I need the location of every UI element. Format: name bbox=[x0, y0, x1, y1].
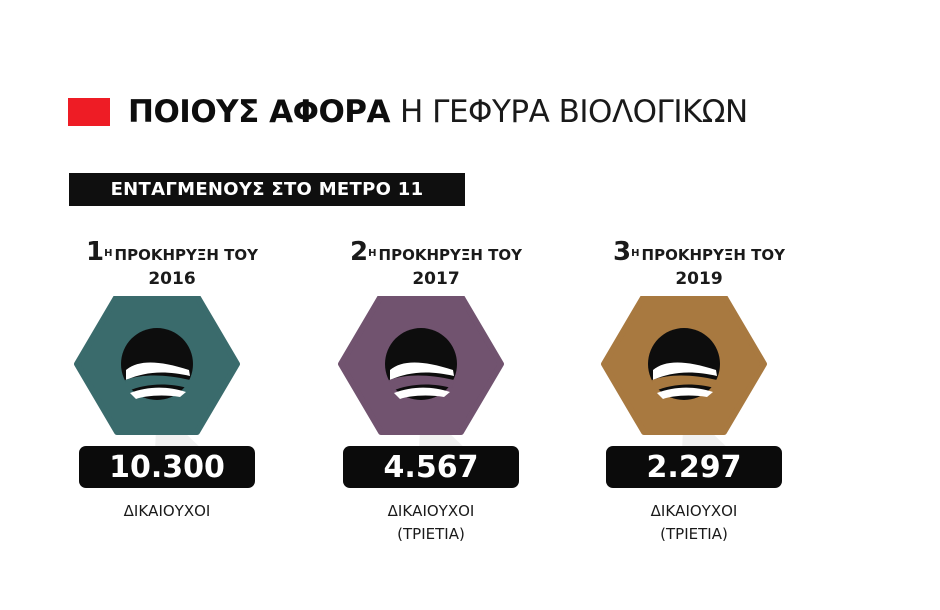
call-heading: 3Η ΠΡΟΚΗΡΥΞΗ ΤΟΥ 2019 bbox=[569, 237, 829, 291]
header: ΠΟΙΟΥΣ ΑΦΟΡΑ Η ΓΕΦΥΡΑ ΒΙΟΛΟΓΙΚΩΝ bbox=[68, 92, 748, 132]
value-box: 2.297 bbox=[606, 446, 782, 488]
caption-line-1: ΔΙΚΑΙΟΥΧΟΙ bbox=[387, 502, 475, 520]
call-label: ΠΡΟΚΗΡΥΞΗ ΤΟΥ bbox=[641, 246, 785, 264]
subtitle-bar: ΕΝΤΑΓΜΕΝΟΥΣ ΣΤΟ ΜΕΤΡΟ 11 bbox=[69, 173, 465, 206]
caption-line-2: (ΤΡΙΕΤΙΑ) bbox=[660, 525, 728, 543]
caption: ΔΙΚΑΙΟΥΧΟΙ (ΤΡΙΕΤΙΑ) bbox=[343, 500, 519, 546]
call-heading: 2Η ΠΡΟΚΗΡΥΞΗ ΤΟΥ 2017 bbox=[306, 237, 566, 291]
hexagon-badge bbox=[74, 296, 240, 466]
call-number: 3 bbox=[613, 237, 632, 267]
call-column-3: 3Η ΠΡΟΚΗΡΥΞΗ ΤΟΥ 2019 2.297 ΔΙΚΑΙΟΥΧΟΙ (Τ… bbox=[569, 237, 829, 543]
call-number: 2 bbox=[350, 237, 369, 267]
call-ordinal: Η bbox=[631, 248, 640, 259]
title-bold: ΠΟΙΟΥΣ ΑΦΟΡΑ bbox=[128, 94, 391, 130]
red-accent-block bbox=[68, 98, 110, 126]
call-ordinal: Η bbox=[104, 248, 113, 259]
call-heading: 1Η ΠΡΟΚΗΡΥΞΗ ΤΟΥ 2016 bbox=[42, 237, 302, 291]
organic-field-icon bbox=[385, 328, 457, 400]
value-box: 10.300 bbox=[79, 446, 255, 488]
beneficiaries-value: 10.300 bbox=[109, 449, 225, 485]
call-label: ΠΡΟΚΗΡΥΞΗ ΤΟΥ bbox=[378, 246, 522, 264]
beneficiaries-value: 4.567 bbox=[383, 449, 479, 485]
call-column-1: 1Η ΠΡΟΚΗΡΥΞΗ ΤΟΥ 2016 10.300 ΔΙΚΑΙΟΥΧΟΙ bbox=[42, 237, 302, 520]
title-light: Η ΓΕΦΥΡΑ ΒΙΟΛΟΓΙΚΩΝ bbox=[400, 94, 748, 130]
caption-line-1: ΔΙΚΑΙΟΥΧΟΙ bbox=[123, 502, 211, 520]
beneficiaries-value: 2.297 bbox=[646, 449, 742, 485]
value-box: 4.567 bbox=[343, 446, 519, 488]
caption-line-1: ΔΙΚΑΙΟΥΧΟΙ bbox=[650, 502, 738, 520]
caption: ΔΙΚΑΙΟΥΧΟΙ (ΤΡΙΕΤΙΑ) bbox=[606, 500, 782, 546]
hexagon-badge bbox=[601, 296, 767, 466]
call-year: 2017 bbox=[412, 269, 460, 289]
hexagon-badge bbox=[338, 296, 504, 466]
call-label: ΠΡΟΚΗΡΥΞΗ ΤΟΥ bbox=[114, 246, 258, 264]
call-column-2: 2Η ΠΡΟΚΗΡΥΞΗ ΤΟΥ 2017 4.567 ΔΙΚΑΙΟΥΧΟΙ (Τ… bbox=[306, 237, 566, 543]
caption-line-2: (ΤΡΙΕΤΙΑ) bbox=[397, 525, 465, 543]
caption: ΔΙΚΑΙΟΥΧΟΙ bbox=[79, 500, 255, 523]
call-year: 2016 bbox=[148, 269, 196, 289]
subtitle-text: ΕΝΤΑΓΜΕΝΟΥΣ ΣΤΟ ΜΕΤΡΟ 11 bbox=[110, 179, 424, 200]
call-number: 1 bbox=[86, 237, 105, 267]
organic-field-icon bbox=[648, 328, 720, 400]
call-ordinal: Η bbox=[368, 248, 377, 259]
call-year: 2019 bbox=[675, 269, 723, 289]
organic-field-icon bbox=[121, 328, 193, 400]
